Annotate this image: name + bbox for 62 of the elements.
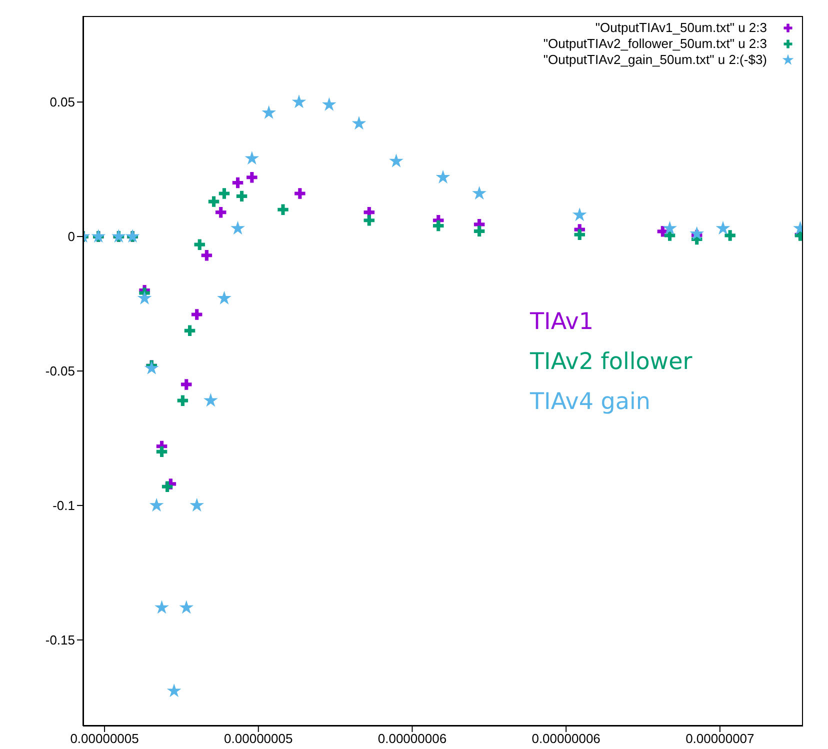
point — [292, 94, 306, 108]
legend-label: "OutputTIAv1_50um.txt" u 2:3 — [595, 20, 767, 36]
point — [246, 172, 258, 183]
y-tick-label: -0.05 — [45, 364, 75, 379]
legend-label: "OutputTIAv2_gain_50um.txt" u 2:(-$3) — [543, 52, 767, 68]
point — [230, 220, 245, 235]
point — [572, 207, 587, 222]
point — [156, 446, 168, 458]
x-tick-label: 0.00000006 — [532, 731, 600, 746]
point — [149, 498, 164, 512]
point — [690, 226, 704, 240]
x-tick-label: 0.00000007 — [686, 731, 754, 746]
point — [574, 229, 585, 240]
annotation: TIAv4 gain — [530, 388, 652, 417]
point — [662, 220, 677, 235]
point — [262, 105, 276, 119]
point — [184, 325, 196, 336]
point — [162, 481, 173, 492]
point — [194, 239, 205, 250]
point — [433, 220, 444, 232]
point — [364, 215, 375, 226]
x-tick-label: 0.00000005 — [224, 731, 293, 746]
point — [201, 250, 212, 261]
point — [112, 228, 126, 243]
point — [236, 190, 248, 202]
point — [215, 206, 226, 218]
point — [322, 97, 336, 111]
point — [352, 116, 366, 130]
point — [218, 188, 230, 199]
point — [181, 379, 192, 390]
point — [294, 188, 306, 199]
y-tick-label: -0.1 — [52, 498, 75, 514]
point — [208, 196, 220, 207]
point — [472, 186, 486, 200]
y-tick-label: 0.05 — [50, 94, 75, 110]
point — [179, 600, 194, 614]
x-tick-label: 0.00000005 — [70, 731, 139, 746]
y-tick-label: -0.15 — [45, 632, 75, 648]
point — [474, 226, 485, 237]
annotation: TIAv1 — [530, 308, 594, 337]
y-tick-label: 0 — [68, 229, 75, 244]
point — [278, 204, 288, 216]
point — [716, 220, 730, 235]
point — [166, 683, 182, 698]
point — [191, 309, 202, 320]
point — [154, 600, 169, 614]
point — [144, 360, 159, 374]
point — [244, 150, 260, 165]
point — [91, 228, 106, 243]
point — [724, 230, 736, 241]
annotation: TIAv2 follower — [530, 348, 692, 377]
legend-label: "OutputTIAv2_follower_50um.txt" u 2:3 — [543, 36, 767, 52]
point — [125, 228, 140, 243]
point — [177, 395, 188, 406]
point — [232, 177, 244, 188]
point — [190, 498, 204, 512]
point — [389, 154, 404, 168]
point — [137, 290, 152, 304]
x-tick-label: 0.00000006 — [378, 731, 447, 746]
point — [436, 170, 450, 184]
point — [217, 290, 232, 304]
point — [204, 393, 218, 407]
